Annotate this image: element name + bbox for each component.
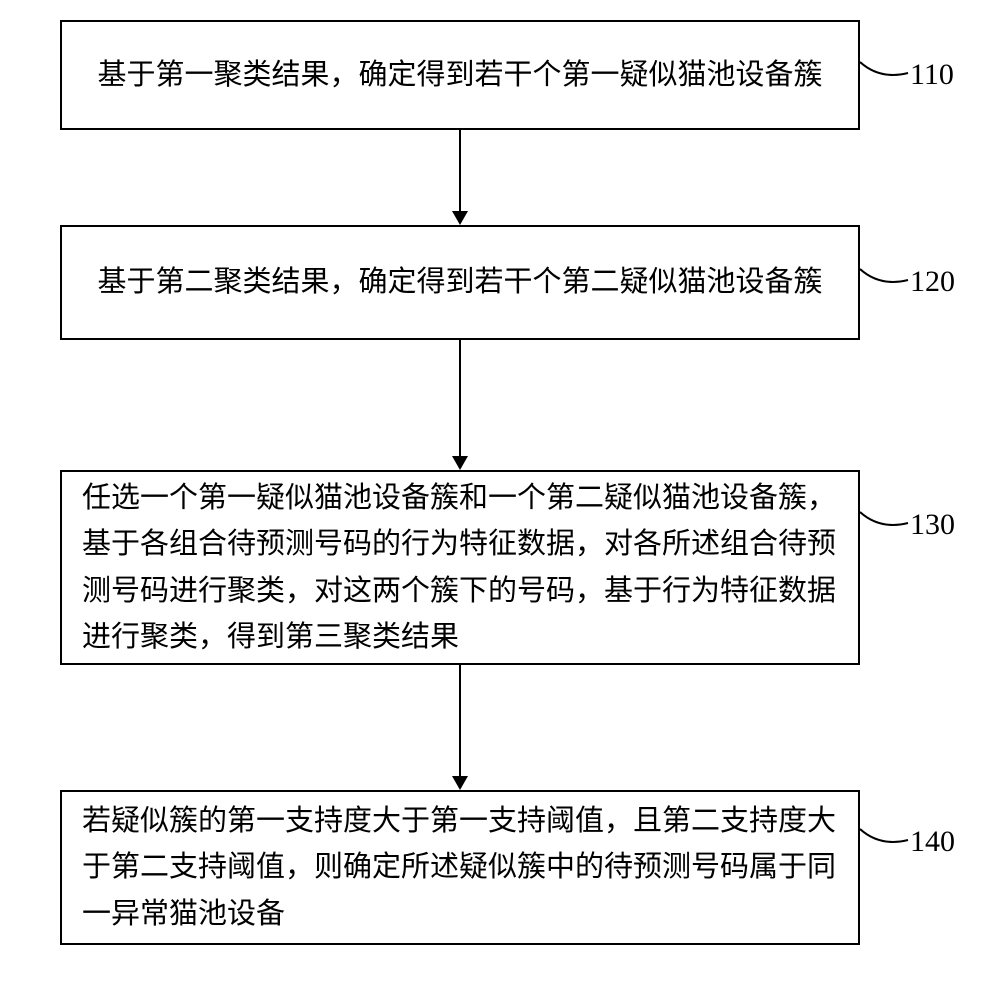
step-text-110: 基于第一聚类结果，确定得到若干个第一疑似猫池设备簇 [97,52,822,98]
step-text-140: 若疑似簇的第一支持度大于第一支持阈值，且第二支持度大于第二支持阈值，则确定所述疑… [82,798,838,937]
step-text-120: 基于第二聚类结果，确定得到若干个第二疑似猫池设备簇 [97,259,822,305]
step-box-140: 若疑似簇的第一支持度大于第一支持阈值，且第二支持度大于第二支持阈值，则确定所述疑… [60,790,860,945]
flowchart-container: 基于第一聚类结果，确定得到若干个第一疑似猫池设备簇 110 基于第二聚类结果，确… [0,0,1000,981]
arrow-110-120 [459,130,461,211]
connector-140 [860,822,910,852]
arrow-head-130-140 [452,776,468,790]
connector-120 [860,262,910,292]
step-box-130: 任选一个第一疑似猫池设备簇和一个第二疑似猫池设备簇，基于各组合待预测号码的行为特… [60,470,860,665]
connector-110 [860,55,910,85]
arrow-head-110-120 [452,211,468,225]
step-label-110: 110 [910,58,954,92]
step-label-140: 140 [910,825,955,859]
arrow-head-120-130 [452,456,468,470]
arrow-130-140 [459,665,461,776]
step-label-130: 130 [910,508,955,542]
connector-130 [860,505,910,535]
arrow-120-130 [459,340,461,456]
step-text-130: 任选一个第一疑似猫池设备簇和一个第二疑似猫池设备簇，基于各组合待预测号码的行为特… [82,475,838,661]
step-label-120: 120 [910,265,955,299]
step-box-110: 基于第一聚类结果，确定得到若干个第一疑似猫池设备簇 [60,20,860,130]
step-box-120: 基于第二聚类结果，确定得到若干个第二疑似猫池设备簇 [60,225,860,340]
